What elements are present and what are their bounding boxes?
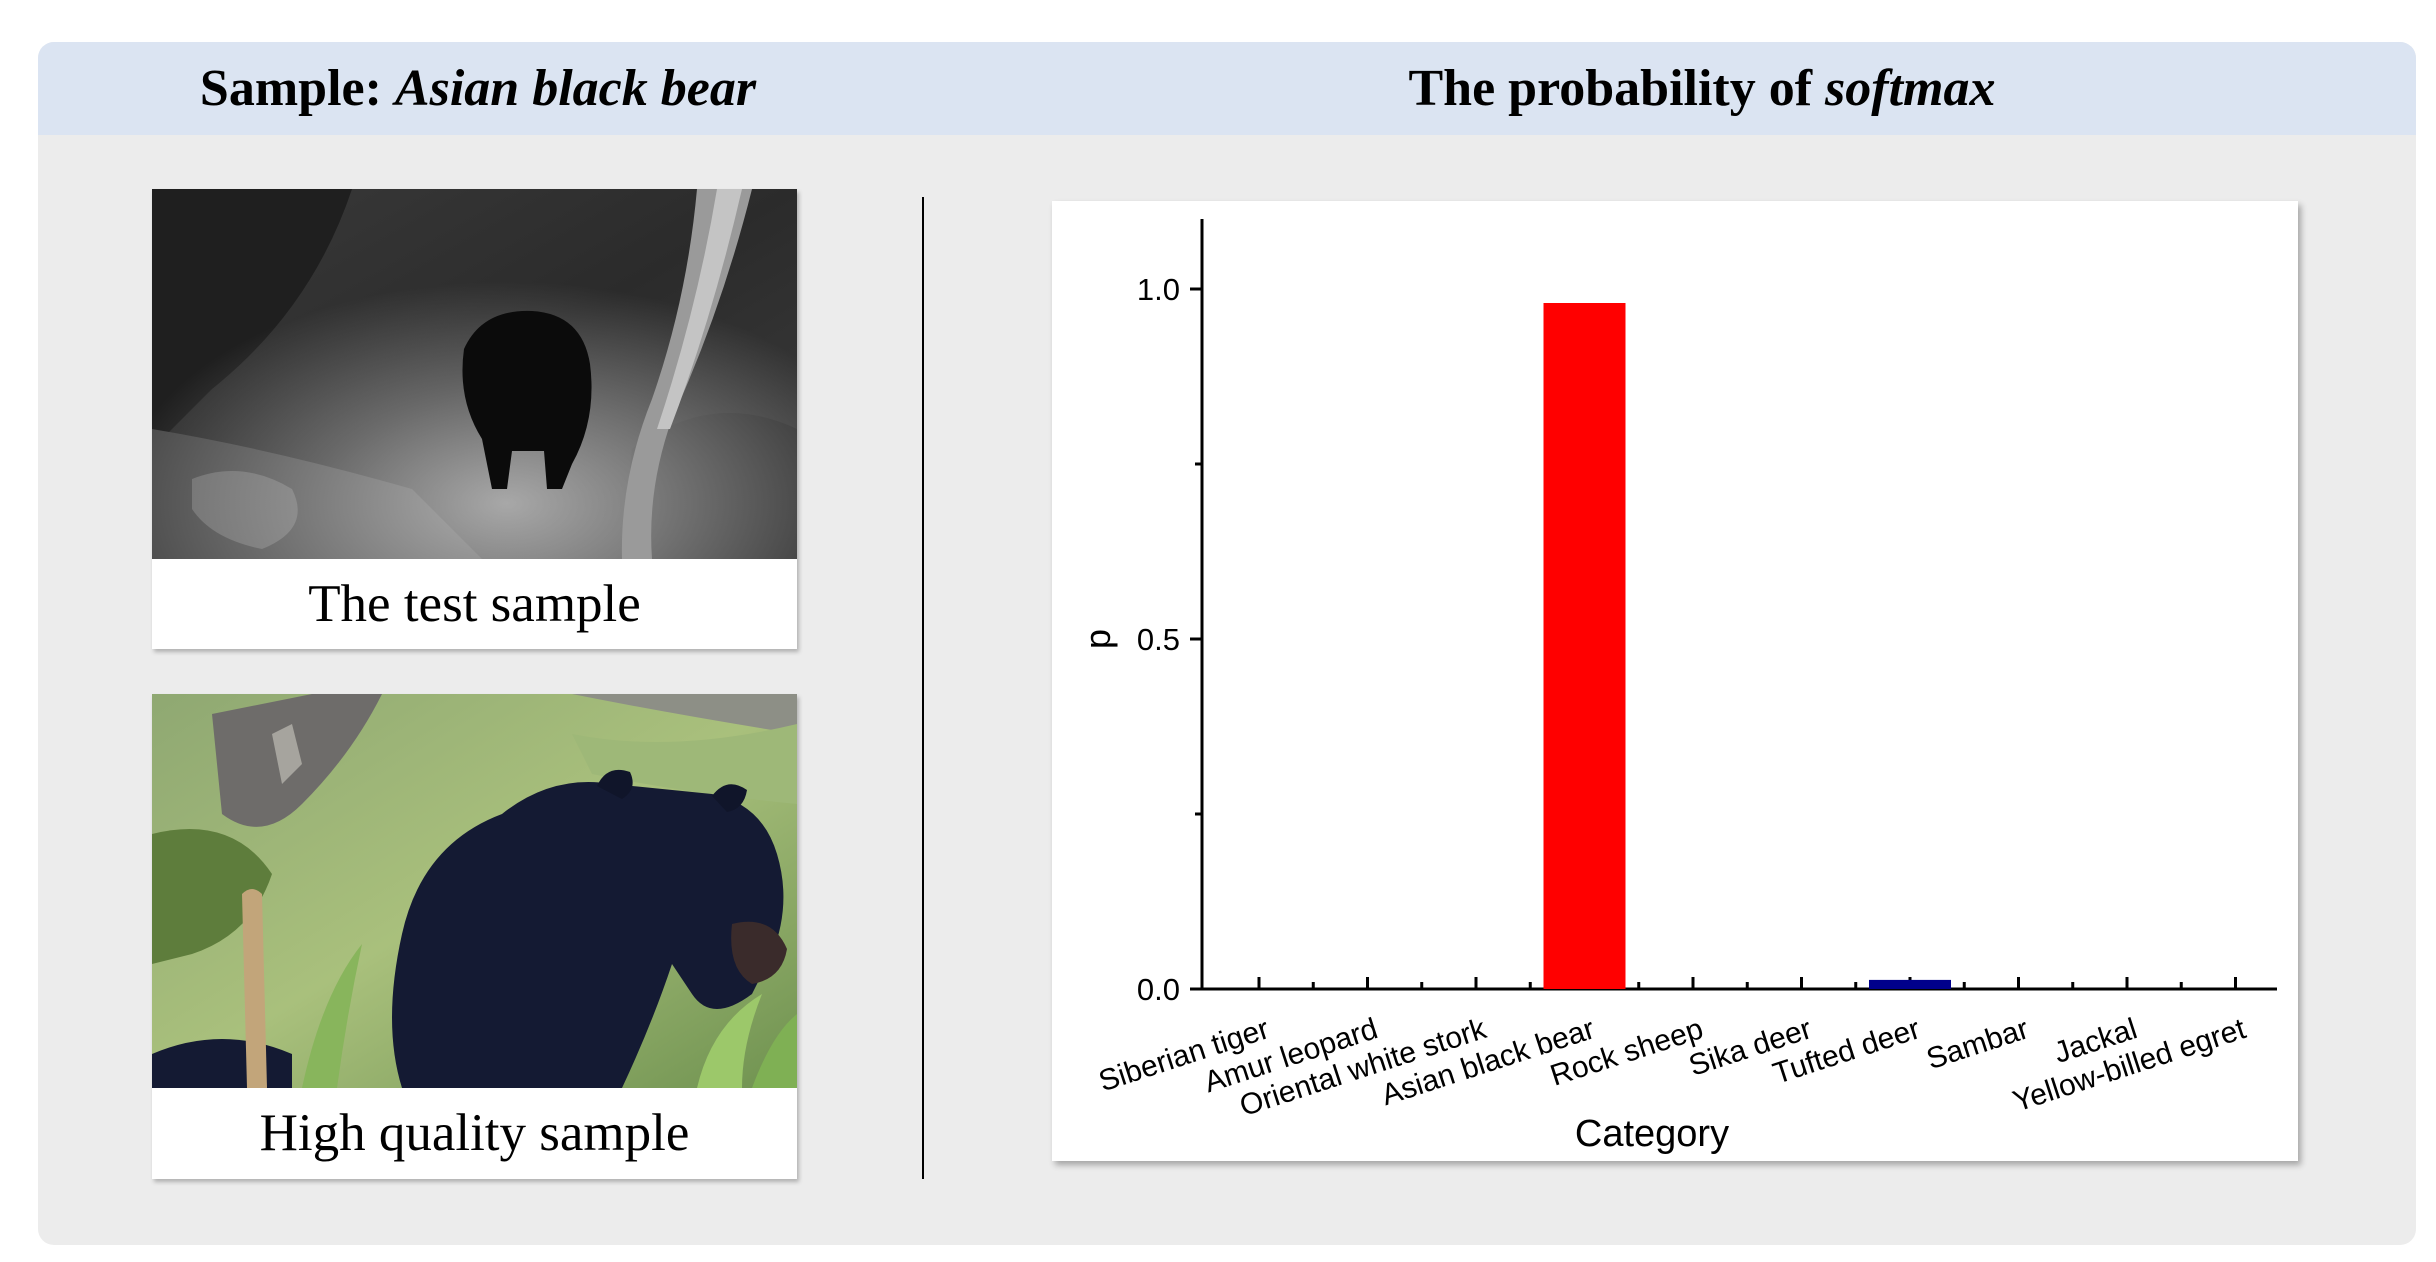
test-sample-caption: The test sample [308, 575, 641, 633]
sample-title-prefix: Sample: [199, 60, 395, 117]
y-tick-label: 0.5 [1137, 622, 1180, 657]
test-sample-photo [152, 189, 797, 559]
sample-title: Sample: Asian black bear [38, 42, 918, 135]
softmax-title-prefix: The probability of [1408, 60, 1826, 117]
figure-panel: Sample: Asian black bear The probability… [38, 42, 2416, 1245]
softmax-chart-card: 0.0 0.5 1.0 p Siberian tiger Amur leopard Orie… [1052, 201, 2298, 1161]
softmax-title: The probability of softmax [988, 42, 2416, 135]
y-tick-label: 1.0 [1137, 272, 1180, 307]
night-infrared-bear-photo-icon [152, 189, 797, 559]
chart-bars [1543, 303, 1951, 989]
x-tick-label: Sambar [1923, 1012, 2033, 1076]
sample-title-species: Asian black bear [394, 60, 757, 117]
y-tick-label: 0.0 [1137, 972, 1180, 1007]
x-axis-title: Category [1575, 1113, 1729, 1155]
panel-divider [922, 197, 924, 1179]
y-axis-title: p [1077, 629, 1118, 649]
bar-asian-black-bear [1543, 303, 1626, 989]
softmax-title-emph: softmax [1825, 60, 1996, 117]
daylight-bear-photo-icon [152, 694, 797, 1088]
bar-tufted-deer [1869, 979, 1951, 989]
high-quality-sample-caption: High quality sample [259, 1104, 690, 1162]
high-quality-sample-photo [152, 694, 797, 1088]
test-sample-card: The test sample [152, 189, 797, 649]
chart-axes [1190, 219, 2277, 991]
high-quality-sample-card: High quality sample [152, 694, 797, 1179]
header-bar: Sample: Asian black bear The probability… [38, 42, 2416, 135]
